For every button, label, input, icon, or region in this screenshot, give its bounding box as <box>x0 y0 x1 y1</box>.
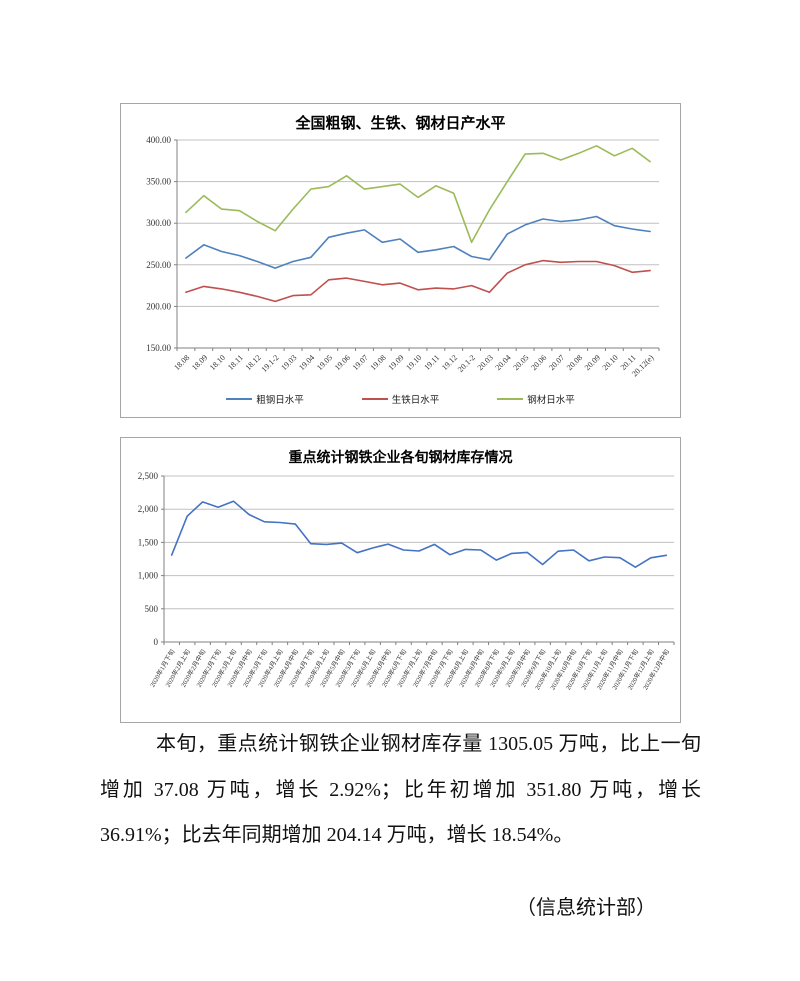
x-tick-label: 18.11 <box>226 353 245 372</box>
x-tick-label: 20.08 <box>565 353 584 372</box>
x-tick-label: 19.07 <box>351 353 370 372</box>
y-tick-label: 2,500 <box>138 471 159 481</box>
legend-item-3: 钢材日水平 <box>497 392 575 406</box>
daily-output-chart: 全国粗钢、生铁、钢材日产水平 400.00 350.00 300.00 250.00 2… <box>120 103 681 418</box>
x-tick-label: 20.07 <box>547 353 566 372</box>
series-line-1 <box>170 500 668 568</box>
x-tick-label: 20.09 <box>583 353 602 372</box>
y-tick-label: 300.00 <box>146 218 171 228</box>
x-tick-label: 20.1-2 <box>456 353 477 374</box>
y-tick-label: 250.00 <box>146 260 171 270</box>
series-line-1 <box>185 215 651 269</box>
y-tick-label: 1,000 <box>138 571 159 581</box>
y-tick-label: 200.00 <box>146 301 171 311</box>
y-tick-label: 1,500 <box>138 537 159 547</box>
x-tick-label: 19.03 <box>279 353 298 372</box>
chart-canvas: 2,5002,0001,5001,00050002020年1月下旬2020年2月… <box>138 471 675 691</box>
legend-label: 粗钢日水平 <box>256 396 304 406</box>
y-tick-label: 350.00 <box>146 177 171 187</box>
x-tick-label: 19.06 <box>333 353 352 372</box>
y-tick-label: 400.00 <box>146 135 171 145</box>
x-tick-label: 19.10 <box>404 353 423 372</box>
y-tick-label: 2,000 <box>138 504 159 514</box>
inventory-summary-paragraph: 本旬，重点统计钢铁企业钢材库存量 1305.05 万吨，比上一旬增加 37.08… <box>100 733 701 846</box>
y-tick-label: 150.00 <box>146 343 171 353</box>
x-tick-label: 18.10 <box>208 353 227 372</box>
x-tick-label: 18.08 <box>172 353 191 372</box>
x-tick-label: 19.04 <box>297 353 316 372</box>
x-tick-label: 18.09 <box>190 353 209 372</box>
x-tick-label: 20.10 <box>601 353 620 372</box>
legend-swatch <box>497 398 524 400</box>
x-tick-label: 20.04 <box>494 353 513 372</box>
inventory-chart-title: 重点统计钢铁企业各旬钢材库存情况 <box>288 451 513 466</box>
x-tick-label: 19.05 <box>315 353 334 372</box>
legend-item-2: 生铁日水平 <box>361 392 440 406</box>
x-tick-label: 20.03 <box>476 353 495 372</box>
series-line-3 <box>185 144 651 244</box>
legend-swatch <box>361 398 388 400</box>
series-line-2 <box>185 259 651 303</box>
legend-label: 钢材日水平 <box>527 396 575 406</box>
x-tick-label: 19.1-2 <box>260 353 281 374</box>
x-tick-label: 19.11 <box>422 353 441 372</box>
x-tick-label: 20.06 <box>529 353 548 372</box>
daily-output-plot: 400.00 350.00 300.00 250.00 200.00 150.00 18.0… <box>121 104 680 417</box>
legend-label: 生铁日水平 <box>391 396 440 406</box>
inventory-chart: 重点统计钢铁企业各旬钢材库存情况 2,500 2,000 1,500 1,000 500… <box>120 437 681 723</box>
chart-canvas: 400.00350.00300.00250.00200.00150.0018.0… <box>146 135 660 378</box>
inventory-plot: 2,500 2,000 1,500 1,000 500 0 2020年1月下旬 2020年2月… <box>121 438 680 722</box>
legend-swatch <box>226 398 253 400</box>
daily-output-chart-title: 全国粗钢、生铁、钢材日产水平 <box>295 116 506 132</box>
x-tick-label: 20.05 <box>511 353 530 372</box>
signature: （信息统计部） <box>516 897 656 919</box>
daily-output-legend: 粗钢日水平 生铁日水平 钢材日水平 <box>121 392 680 406</box>
legend-item-1: 粗钢日水平 <box>226 392 304 406</box>
y-tick-label: 0 <box>154 637 159 647</box>
x-tick-label: 19.08 <box>369 353 388 372</box>
x-tick-label: 19.09 <box>386 353 405 372</box>
y-tick-label: 500 <box>145 604 159 614</box>
